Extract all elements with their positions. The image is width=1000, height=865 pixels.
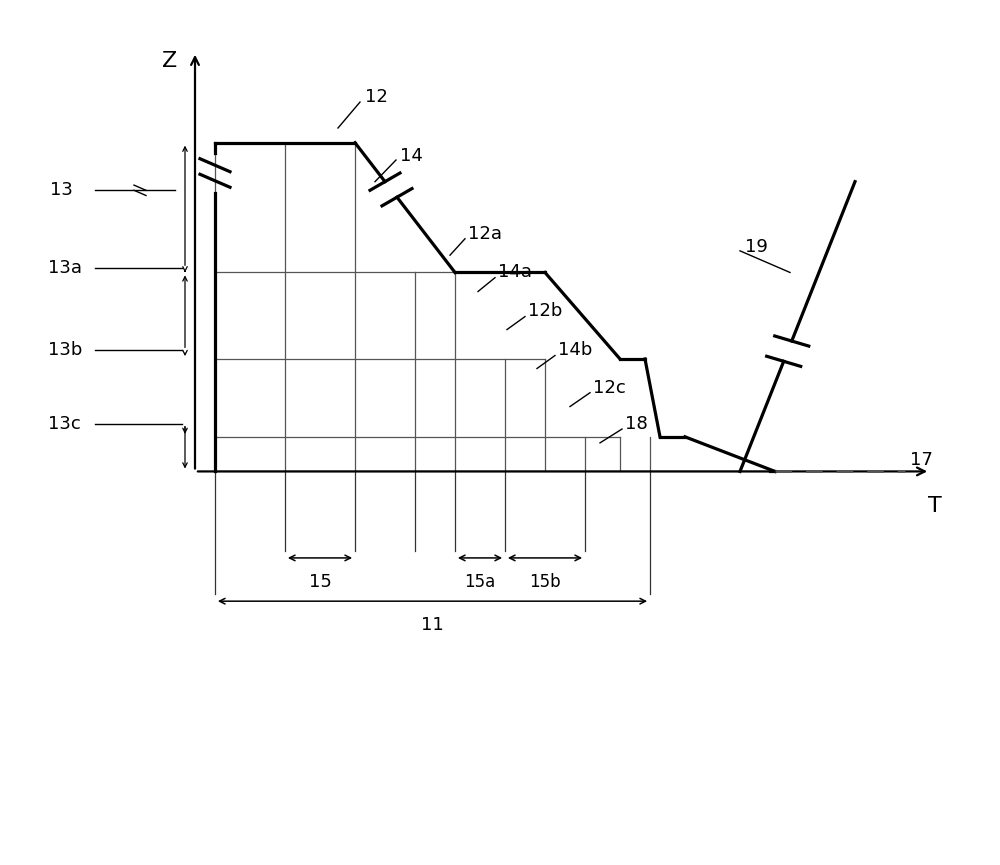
Text: 19: 19 <box>745 238 768 255</box>
Text: 12b: 12b <box>528 303 562 320</box>
Text: 11: 11 <box>421 617 444 634</box>
Text: T: T <box>928 496 942 516</box>
Text: 13: 13 <box>50 182 73 199</box>
Text: 12: 12 <box>365 88 388 106</box>
Text: 14: 14 <box>400 147 423 164</box>
Text: 15b: 15b <box>529 573 561 591</box>
Text: 14b: 14b <box>558 342 592 359</box>
Text: 13c: 13c <box>48 415 81 432</box>
Text: 12c: 12c <box>593 379 626 396</box>
Text: 13a: 13a <box>48 260 82 277</box>
Text: 15a: 15a <box>464 573 496 591</box>
Text: 12a: 12a <box>468 225 502 242</box>
Text: 14a: 14a <box>498 264 532 281</box>
Text: 13b: 13b <box>48 342 82 359</box>
Text: 17: 17 <box>910 452 933 469</box>
Text: 15: 15 <box>309 573 331 591</box>
Text: 18: 18 <box>625 415 648 432</box>
Text: Z: Z <box>162 50 178 71</box>
